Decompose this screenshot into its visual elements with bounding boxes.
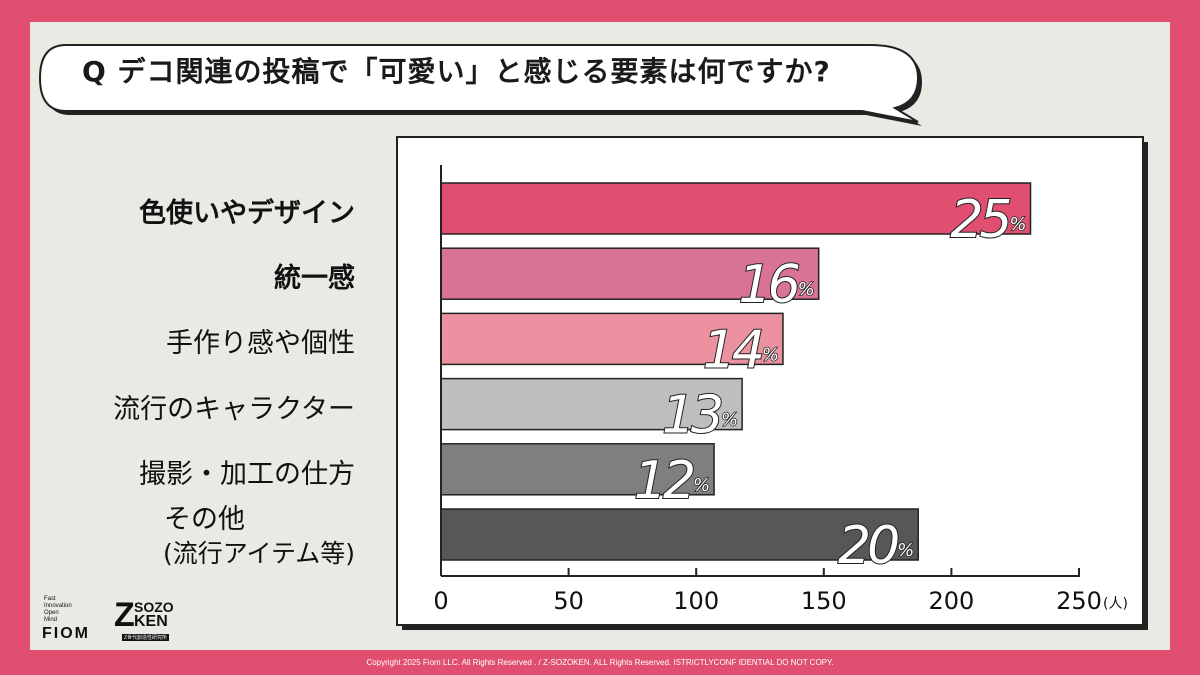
brand-logos: Fast Innovation Open Mind FIOM Z SOZO KE… (42, 592, 192, 642)
fiom-tagline: Fast Innovation Open Mind (44, 596, 72, 624)
category-label-3: 流行のキャラクター (113, 387, 355, 426)
bar-percent-sign-1: % (798, 279, 815, 300)
bars-layer: 25 %16 %14 %13 %12 %20% (440, 182, 1032, 577)
category-label-text: その他 (164, 504, 245, 535)
zsozoken-subtitle: Z世代創造性研究所 (122, 634, 170, 641)
bar-0 (440, 182, 1032, 235)
x-tick-label: 250 (1056, 587, 1102, 615)
category-label-text: 色使いやデザイン (139, 198, 355, 229)
category-label-5: その他 (流行アイテム等) (163, 503, 355, 571)
fiom-tagline-line: Mind (44, 617, 58, 623)
bar-percent-sign-5: % (897, 540, 914, 561)
category-label-0: 色使いやデザイン (139, 191, 355, 230)
fiom-tagline-line: Innovation (44, 603, 72, 609)
question-title: Q デコ関連の投稿で「可愛い」と感じる要素は何ですか? (82, 55, 831, 88)
category-label-text: 流行のキャラクター (113, 393, 355, 425)
bar-value-label-4: 12 (634, 451, 693, 511)
category-label-2: 手作り感や個性 (166, 321, 355, 360)
ken-text: KEN (134, 613, 168, 630)
category-label-text: 統一感 (274, 263, 355, 295)
fiom-tagline-line: Fast (44, 596, 56, 602)
category-label-text: 撮影・加工の仕方 (139, 458, 355, 490)
bar-value-label-3: 13 (662, 386, 721, 446)
fiom-tagline-line: Open (44, 610, 59, 616)
fiom-logo: FIOM (42, 625, 90, 642)
x-tick-label: 150 (801, 587, 847, 615)
bar-1 (440, 247, 820, 300)
category-label-text: 手作り感や個性 (166, 328, 355, 360)
bar-value-label-5: 20 (838, 516, 898, 576)
x-tick-label: 50 (553, 587, 584, 615)
x-tick-label: 100 (673, 587, 719, 615)
bar-value-label-0: 25 (950, 190, 1010, 250)
bar-percent-sign-3: % (721, 410, 738, 431)
category-label-text: (流行アイテム等) (162, 539, 355, 568)
bar-percent-sign-2: % (762, 344, 779, 365)
x-tick-label: 200 (928, 587, 974, 615)
bar-percent-sign-0: % (1009, 214, 1026, 235)
category-label-4: 撮影・加工の仕方 (139, 452, 355, 491)
bar-5 (440, 508, 919, 561)
bar-percent-sign-4: % (693, 475, 710, 496)
zsozoken-logo: Z SOZO KEN Z世代創造性研究所 (114, 596, 194, 641)
bar-value-label-1: 16 (739, 255, 799, 315)
category-label-1: 統一感 (274, 256, 355, 295)
bar-value-label-2: 14 (703, 320, 762, 380)
bar-3 (440, 377, 743, 431)
z-letter: Z (114, 596, 135, 634)
sozo-text: SOZO (134, 599, 174, 615)
bar-4 (440, 443, 715, 496)
copyright-footer: Copyright 2025 Fiom LLC. All Rights Rese… (366, 658, 834, 667)
x-unit-label: (人) (1103, 596, 1128, 612)
bar-2 (440, 312, 784, 366)
speech-bubble (38, 44, 922, 126)
x-tick-label: 0 (433, 587, 448, 615)
x-axis-ticks: 0 50 100 150 200 250 (人) (433, 568, 1128, 615)
